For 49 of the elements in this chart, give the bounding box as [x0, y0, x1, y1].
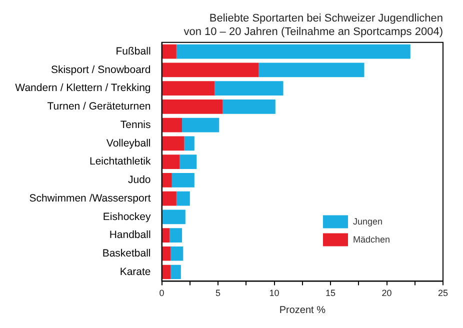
x-tick-label: 15 [326, 288, 336, 298]
bar [258, 62, 364, 78]
bar [184, 136, 194, 151]
bar [162, 81, 215, 96]
bar [176, 191, 190, 206]
bar [162, 62, 259, 78]
bar [162, 154, 180, 169]
bar [180, 154, 197, 169]
bar [162, 228, 170, 242]
y-tick-label: Turnen / Geräteturnen [47, 100, 151, 113]
x-tick-label: 0 [159, 288, 164, 298]
y-tick-label: Basketball [102, 248, 151, 260]
y-tick-label: Handball [109, 229, 151, 242]
bar [162, 118, 182, 132]
bar [214, 81, 284, 96]
bar [162, 173, 172, 188]
bar [170, 228, 182, 242]
bar [176, 44, 410, 59]
bar [162, 210, 186, 224]
y-tick-label: Judo [128, 174, 151, 186]
legend-label: Mädchen [353, 234, 390, 245]
y-tick-label: Eishockey [102, 210, 152, 223]
y-tick-label: Fußball [116, 45, 151, 58]
y-tick-label: Skisport / Snowboard [50, 64, 151, 76]
bar [162, 264, 171, 280]
bar [162, 136, 184, 151]
x-tick-label: 20 [382, 288, 392, 298]
bar [162, 246, 171, 261]
legend-label: Jungen [353, 216, 383, 227]
x-tick-label: 10 [269, 288, 280, 298]
bar [172, 173, 194, 188]
bar [222, 100, 276, 114]
text: von 10 – 20 Jahren (Teilnahme an Sportcamps 2004) [184, 26, 443, 38]
bar [162, 191, 176, 206]
x-tick-label: 5 [216, 288, 221, 298]
y-tick-label: Leichtathletik [89, 156, 152, 168]
y-tick-label: Volleyball [106, 137, 151, 150]
bar [162, 100, 223, 114]
x-tick-label: 25 [438, 288, 448, 298]
y-tick-label: Schwimmen /Wassersport [29, 192, 151, 204]
bar [170, 264, 181, 280]
x-axis-title: Prozent % [279, 304, 326, 316]
y-tick-label: Tennis [120, 118, 151, 131]
y-tick-label: Karate [120, 266, 151, 278]
y-tick-label: Wandern / Klettern / Trekking [15, 82, 151, 94]
bar [182, 118, 220, 132]
bar [170, 246, 184, 261]
text: Beliebte Sportarten bei Schweizer Jugendlichen [209, 12, 443, 25]
bar [162, 44, 176, 59]
